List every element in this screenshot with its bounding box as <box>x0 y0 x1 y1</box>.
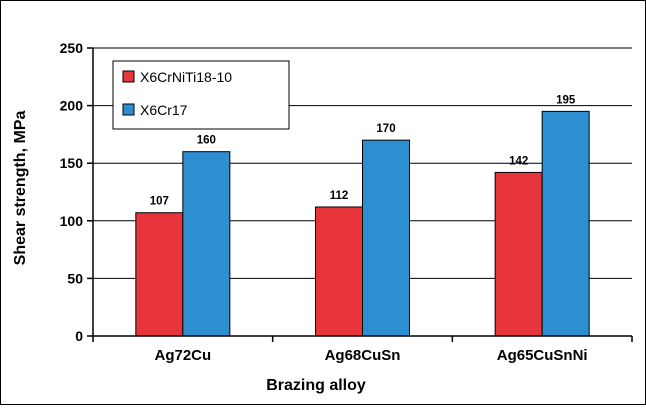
y-tick-label: 50 <box>67 270 83 286</box>
data-label: 107 <box>150 196 169 208</box>
legend-swatch <box>122 103 135 116</box>
category-labels: Ag72Cu Ag68CuSn Ag65CuSnNi <box>154 347 587 364</box>
y-tick-label: 0 <box>75 328 83 344</box>
y-tick-label: 100 <box>60 213 84 229</box>
bar-1-0 <box>182 151 231 337</box>
data-label: 195 <box>556 94 576 106</box>
data-label: 142 <box>509 155 528 167</box>
legend-label: X6CrNiTi18-10 <box>140 69 232 85</box>
legend-swatch <box>122 70 135 83</box>
y-axis-label: Shear strength, MPa <box>12 111 29 266</box>
category-label: Ag68CuSn <box>325 347 401 364</box>
legend-label: X6Cr17 <box>140 102 188 118</box>
category-label: Ag65CuSnNi <box>497 347 588 364</box>
bar-0-0 <box>135 212 184 337</box>
axes <box>87 47 633 342</box>
y-tick-label: 150 <box>60 155 84 171</box>
y-tick-labels: 0 50 100 150 200 250 <box>60 40 84 344</box>
data-label: 160 <box>197 135 216 147</box>
bar-0-2 <box>494 171 543 337</box>
category-label: Ag72Cu <box>154 347 211 364</box>
bar-1-2 <box>541 110 590 337</box>
legend-box <box>112 60 290 130</box>
y-tick-label: 250 <box>60 40 84 56</box>
bar-0-1 <box>315 206 363 337</box>
x-axis-label: Brazing alloy <box>266 377 366 394</box>
bar-1-1 <box>362 139 410 337</box>
legend: X6CrNiTi18-10 X6Cr17 <box>112 60 290 130</box>
bars <box>135 110 590 337</box>
data-label: 112 <box>330 190 349 202</box>
data-label: 170 <box>376 123 395 135</box>
data-labels: 107 160 112 170 142 195 <box>150 94 576 207</box>
y-tick-label: 200 <box>60 98 84 114</box>
